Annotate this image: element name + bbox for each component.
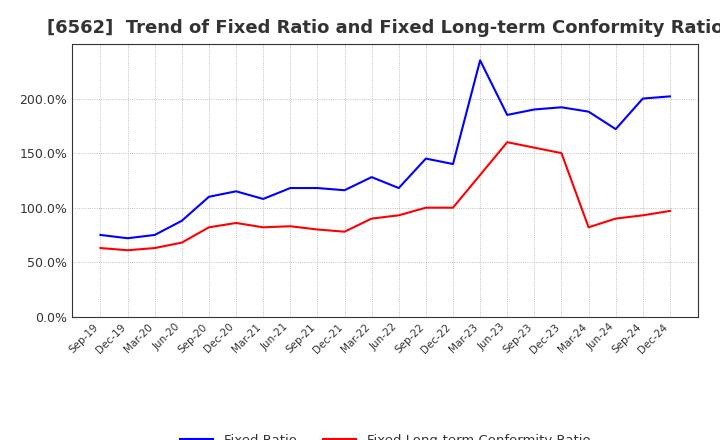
Fixed Ratio — [503, 112, 511, 117]
Fixed Ratio — [178, 218, 186, 224]
Fixed Long-term Conformity Ratio — [178, 240, 186, 245]
Fixed Long-term Conformity Ratio — [665, 208, 674, 213]
Fixed Long-term Conformity Ratio — [313, 227, 322, 232]
Fixed Ratio — [530, 107, 539, 112]
Fixed Long-term Conformity Ratio — [557, 150, 566, 156]
Fixed Ratio — [449, 161, 457, 167]
Fixed Ratio — [665, 94, 674, 99]
Fixed Long-term Conformity Ratio — [367, 216, 376, 221]
Fixed Ratio — [557, 105, 566, 110]
Fixed Ratio — [232, 189, 240, 194]
Fixed Long-term Conformity Ratio — [421, 205, 430, 210]
Fixed Ratio — [395, 185, 403, 191]
Fixed Ratio — [150, 232, 159, 238]
Fixed Long-term Conformity Ratio — [259, 225, 268, 230]
Fixed Long-term Conformity Ratio — [232, 220, 240, 226]
Fixed Long-term Conformity Ratio — [395, 213, 403, 218]
Fixed Long-term Conformity Ratio — [530, 145, 539, 150]
Fixed Long-term Conformity Ratio — [123, 248, 132, 253]
Fixed Long-term Conformity Ratio — [341, 229, 349, 235]
Fixed Ratio — [286, 185, 294, 191]
Fixed Long-term Conformity Ratio — [503, 139, 511, 145]
Fixed Ratio — [367, 175, 376, 180]
Fixed Long-term Conformity Ratio — [449, 205, 457, 210]
Fixed Ratio — [204, 194, 213, 199]
Fixed Ratio — [584, 109, 593, 114]
Line: Fixed Ratio: Fixed Ratio — [101, 60, 670, 238]
Fixed Ratio — [96, 232, 105, 238]
Fixed Ratio — [476, 58, 485, 63]
Fixed Long-term Conformity Ratio — [204, 225, 213, 230]
Fixed Long-term Conformity Ratio — [96, 246, 105, 251]
Fixed Long-term Conformity Ratio — [639, 213, 647, 218]
Fixed Ratio — [341, 187, 349, 193]
Fixed Long-term Conformity Ratio — [286, 224, 294, 229]
Fixed Long-term Conformity Ratio — [611, 216, 620, 221]
Fixed Ratio — [611, 126, 620, 132]
Legend: Fixed Ratio, Fixed Long-term Conformity Ratio: Fixed Ratio, Fixed Long-term Conformity … — [175, 429, 595, 440]
Fixed Long-term Conformity Ratio — [476, 172, 485, 178]
Fixed Ratio — [313, 185, 322, 191]
Fixed Long-term Conformity Ratio — [150, 246, 159, 251]
Fixed Ratio — [421, 156, 430, 161]
Fixed Ratio — [123, 235, 132, 241]
Fixed Ratio — [259, 196, 268, 202]
Fixed Ratio — [639, 96, 647, 101]
Title: [6562]  Trend of Fixed Ratio and Fixed Long-term Conformity Ratio: [6562] Trend of Fixed Ratio and Fixed Lo… — [47, 19, 720, 37]
Line: Fixed Long-term Conformity Ratio: Fixed Long-term Conformity Ratio — [101, 142, 670, 250]
Fixed Long-term Conformity Ratio — [584, 225, 593, 230]
